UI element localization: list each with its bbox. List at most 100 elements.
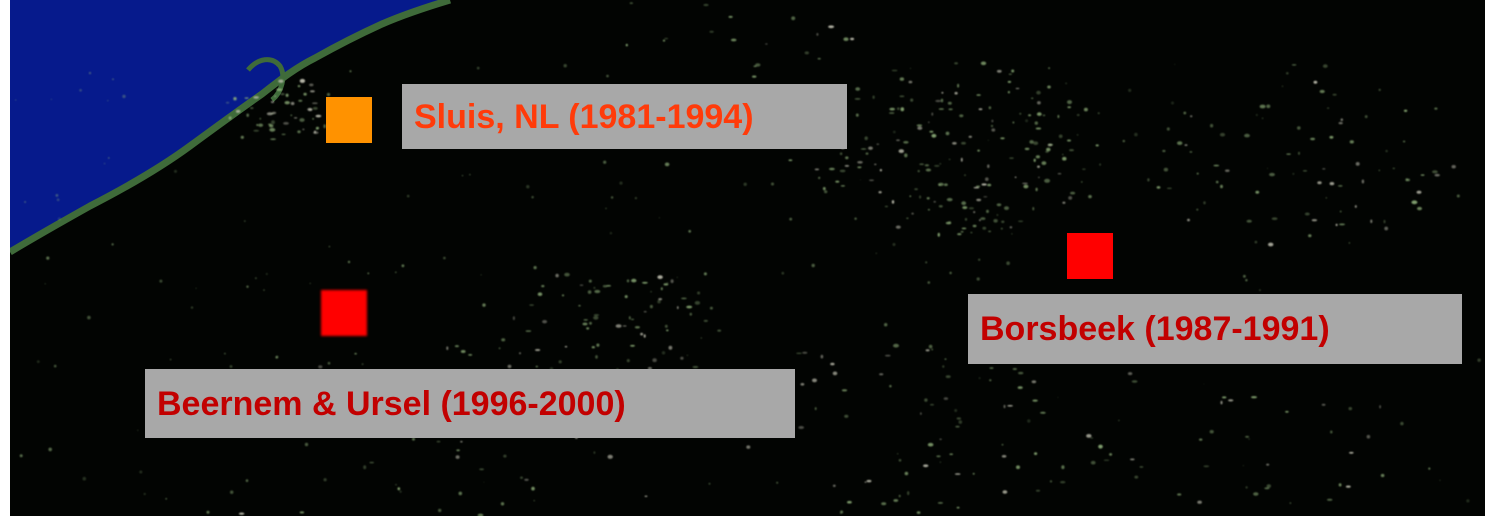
- speckle: [1127, 372, 1133, 376]
- speckle: [937, 232, 940, 237]
- speckle: [602, 285, 608, 288]
- speckle: [730, 38, 737, 42]
- speckle: [591, 346, 595, 349]
- speckle: [788, 159, 793, 161]
- speckle: [647, 367, 652, 370]
- speckle: [1242, 465, 1244, 467]
- speckle: [1339, 210, 1342, 213]
- speckle: [920, 412, 922, 415]
- speckle: [844, 165, 850, 167]
- speckle: [272, 111, 277, 115]
- speckle: [401, 264, 405, 268]
- speckle: [285, 93, 289, 98]
- speckle: [143, 492, 146, 496]
- speckle: [299, 511, 305, 514]
- speckle: [650, 290, 652, 293]
- speckle: [541, 285, 545, 288]
- speckle: [1220, 184, 1223, 189]
- speckle: [558, 360, 562, 364]
- speckle: [968, 207, 974, 210]
- speckle: [1035, 489, 1041, 492]
- speckle: [535, 365, 538, 368]
- speckle: [925, 168, 932, 172]
- speckle: [811, 263, 815, 268]
- speckle: [1245, 486, 1248, 489]
- speckle: [1285, 410, 1289, 413]
- speckle: [1018, 371, 1024, 375]
- speckle: [290, 114, 293, 117]
- speckle: [24, 201, 26, 203]
- speckle: [919, 195, 922, 199]
- speckle: [1297, 126, 1301, 130]
- speckle: [664, 37, 669, 40]
- speckle: [628, 316, 631, 320]
- speckle: [753, 65, 757, 68]
- speckle: [88, 71, 92, 75]
- speckle: [1416, 190, 1422, 194]
- speckle: [1183, 111, 1187, 115]
- speckle: [1028, 114, 1032, 117]
- speckle: [290, 101, 295, 106]
- speckle: [589, 321, 592, 325]
- speckle: [689, 312, 692, 316]
- speckle: [1177, 493, 1182, 496]
- speckle: [233, 97, 237, 101]
- vegetation-speckles: [15, 2, 1481, 516]
- speckle: [610, 196, 614, 199]
- speckle: [1067, 139, 1071, 142]
- speckle: [956, 417, 961, 420]
- speckle: [1330, 430, 1333, 434]
- speckle: [1062, 153, 1064, 156]
- speckle: [840, 185, 846, 187]
- speckle: [1456, 194, 1460, 198]
- speckle: [939, 438, 942, 440]
- speckle: [990, 124, 994, 128]
- speckle: [1062, 156, 1067, 161]
- speckle: [677, 306, 679, 310]
- speckle: [717, 329, 722, 332]
- speckle: [978, 377, 981, 380]
- speckle: [1081, 181, 1083, 183]
- speckle: [1011, 69, 1015, 73]
- speckle: [973, 211, 976, 214]
- speckle: [692, 366, 699, 368]
- speckle: [563, 63, 567, 68]
- speckle: [1002, 490, 1008, 494]
- speckle: [1037, 101, 1041, 105]
- speckle: [1246, 219, 1252, 223]
- speckle: [363, 465, 367, 470]
- speckle: [986, 209, 989, 213]
- speckle: [868, 146, 873, 150]
- speckle: [889, 385, 892, 388]
- speckle: [982, 226, 987, 230]
- speckle: [327, 361, 331, 365]
- speckle: [960, 231, 964, 233]
- speckle: [507, 364, 512, 369]
- speckle: [564, 346, 568, 348]
- speckle: [624, 295, 628, 299]
- speckle: [1004, 206, 1009, 211]
- speckle: [978, 258, 981, 261]
- speckle: [961, 227, 967, 230]
- speckle: [1255, 190, 1260, 194]
- speckle: [524, 478, 529, 481]
- speckle: [1034, 121, 1039, 125]
- speckle: [501, 338, 506, 342]
- speckle: [79, 89, 82, 92]
- speckle: [910, 67, 911, 69]
- speckle: [893, 499, 899, 502]
- speckle: [235, 109, 241, 113]
- speckle: [103, 162, 106, 165]
- speckle: [889, 112, 895, 114]
- speckle: [1264, 487, 1270, 490]
- speckle: [265, 273, 268, 275]
- speckle: [884, 205, 889, 208]
- speckle: [268, 123, 272, 126]
- speckle: [802, 351, 808, 354]
- speckle: [1048, 67, 1050, 69]
- speckle: [270, 138, 276, 140]
- speckle: [1310, 137, 1315, 141]
- speckle: [1015, 87, 1020, 90]
- site-label-beernem: Beernem & Ursel (1996-2000): [145, 369, 795, 438]
- speckle: [1184, 144, 1188, 146]
